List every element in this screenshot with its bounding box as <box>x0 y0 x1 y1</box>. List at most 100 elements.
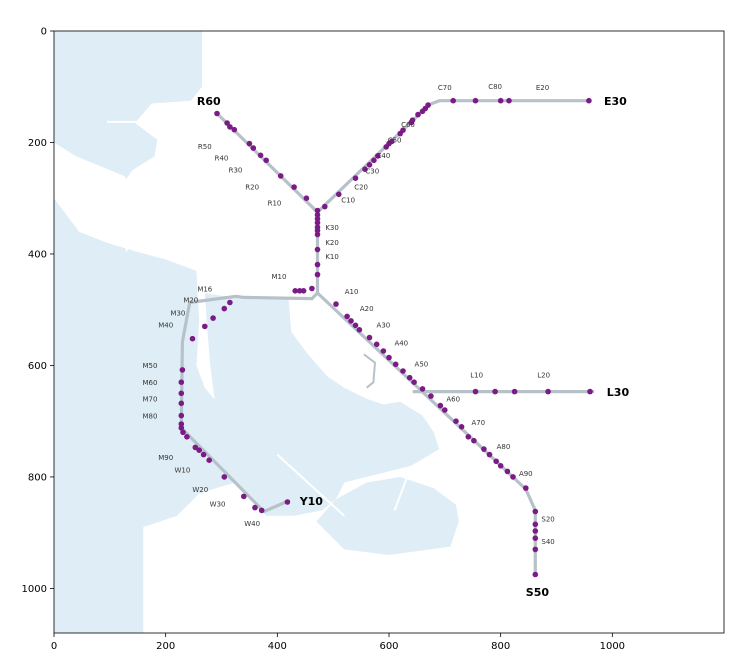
station-label: M40 <box>158 322 173 330</box>
terminal-label: Y10 <box>299 495 324 508</box>
station-label: A20 <box>360 305 374 313</box>
station-dot <box>409 117 416 123</box>
station-label: A60 <box>446 396 460 404</box>
station-label: C60 <box>401 121 415 129</box>
station-dot <box>373 341 380 348</box>
station-label: K30 <box>325 224 339 232</box>
y-tick-label: 400 <box>28 249 47 260</box>
station-dot <box>200 451 207 458</box>
station-dot <box>196 447 202 454</box>
station-label: M80 <box>143 412 158 420</box>
station-dot <box>189 335 196 342</box>
station-dot <box>493 458 500 465</box>
station-dot <box>465 434 472 440</box>
station-dot <box>532 521 539 528</box>
station-dot <box>523 485 529 491</box>
station-dot <box>227 299 233 306</box>
station-dot <box>411 379 417 386</box>
station-dot <box>314 207 321 214</box>
x-tick-label: 400 <box>268 641 287 652</box>
x-tick-label: 200 <box>156 641 175 652</box>
station-dot <box>472 388 479 395</box>
station-dot <box>314 271 321 278</box>
station-label: A30 <box>377 322 391 330</box>
station-dot <box>504 468 511 475</box>
station-dot <box>510 474 516 480</box>
island <box>294 320 317 341</box>
station-dot <box>425 102 431 108</box>
station-dot <box>180 429 186 436</box>
station-dot <box>415 111 421 118</box>
station-dot <box>389 138 395 145</box>
station-dot <box>472 97 479 104</box>
station-dot <box>375 153 381 159</box>
x-axis: 0 200 400 600 800 1000 <box>51 633 625 652</box>
station-label: K20 <box>325 239 339 247</box>
terminal-label: S50 <box>526 586 550 599</box>
y-tick-label: 0 <box>41 27 47 38</box>
station-dot <box>497 97 504 104</box>
station-dot <box>192 444 199 451</box>
station-label: L10 <box>470 372 483 380</box>
station-dot <box>227 124 233 130</box>
station-dot <box>492 388 498 395</box>
station-dot <box>352 175 359 181</box>
station-label: M20 <box>183 297 198 305</box>
station-dot <box>206 457 212 464</box>
station-dot <box>333 301 339 307</box>
station-dot <box>453 418 459 425</box>
x-tick-label: 800 <box>491 641 510 652</box>
station-dot <box>586 97 592 104</box>
terminal-label-layer: R60 E30 L30 Y10 S50 <box>197 95 630 599</box>
y-tick-label: 1000 <box>22 584 47 595</box>
station-dot <box>221 474 228 480</box>
station-dot <box>352 322 359 329</box>
station-layer <box>178 97 593 578</box>
station-dot <box>246 140 253 147</box>
station-label: R10 <box>268 200 282 208</box>
station-dot <box>532 528 539 534</box>
station-dot <box>511 388 518 395</box>
water-south <box>316 476 459 555</box>
x-tick-label: 0 <box>51 641 57 652</box>
station-label: R50 <box>198 143 212 151</box>
station-label: C10 <box>341 197 355 205</box>
station-label: C40 <box>377 152 391 160</box>
station-label: W10 <box>174 467 190 475</box>
station-dot <box>250 145 257 151</box>
station-dot <box>587 388 593 395</box>
station-label: A40 <box>394 339 408 347</box>
station-dot <box>437 402 444 409</box>
y-tick-label: 800 <box>28 472 47 483</box>
station-dot <box>380 348 387 354</box>
station-dot <box>366 334 373 341</box>
station-dot <box>314 219 321 226</box>
station-label: A50 <box>415 361 429 369</box>
terminal-label: R60 <box>197 95 221 108</box>
station-dot <box>314 246 321 253</box>
station-dot <box>348 318 354 324</box>
station-dot <box>344 313 350 320</box>
station-dot <box>214 110 220 117</box>
station-label: A70 <box>471 419 485 427</box>
station-dot <box>303 195 310 201</box>
station-label: W20 <box>192 486 208 494</box>
station-dot <box>277 173 284 179</box>
station-dot <box>252 504 258 511</box>
station-dot <box>545 388 551 395</box>
station-label: E20 <box>536 84 549 92</box>
station-label: S20 <box>541 516 554 524</box>
station-label: S40 <box>541 538 554 546</box>
station-dot <box>314 227 321 234</box>
station-dot <box>224 120 230 126</box>
station-dot <box>263 157 270 164</box>
station-dot <box>231 126 238 133</box>
station-dot <box>336 191 342 198</box>
station-dot <box>184 434 190 440</box>
x-tick-label: 1000 <box>600 641 625 652</box>
station-dot <box>428 393 434 399</box>
station-dot <box>284 499 291 505</box>
y-axis: 0 200 400 600 800 1000 <box>22 27 54 595</box>
station-label: M50 <box>143 362 158 370</box>
